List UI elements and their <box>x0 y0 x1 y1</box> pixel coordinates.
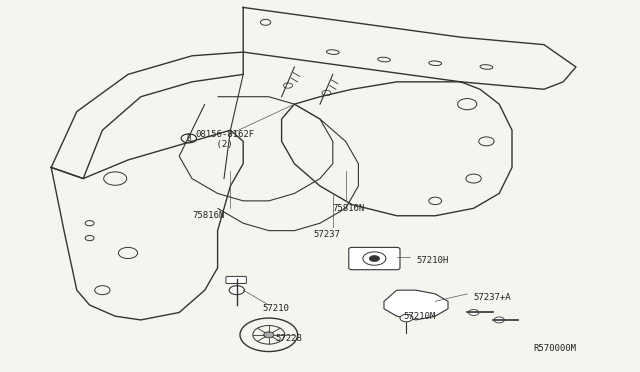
Text: B: B <box>186 134 191 143</box>
Circle shape <box>322 90 331 96</box>
Circle shape <box>229 286 244 295</box>
PathPatch shape <box>384 290 448 320</box>
Text: 57237: 57237 <box>314 230 340 239</box>
Text: 57237+A: 57237+A <box>474 293 511 302</box>
Circle shape <box>468 310 479 315</box>
Circle shape <box>494 317 504 323</box>
Text: 08156-8162F
    (2): 08156-8162F (2) <box>195 130 254 149</box>
Text: 75816N: 75816N <box>333 204 365 213</box>
Text: R570000M: R570000M <box>533 344 576 353</box>
FancyBboxPatch shape <box>349 247 400 270</box>
Text: 57210M: 57210M <box>403 312 435 321</box>
Text: 75816N: 75816N <box>192 211 224 220</box>
Circle shape <box>284 83 292 88</box>
Text: 57210H: 57210H <box>416 256 448 265</box>
FancyBboxPatch shape <box>226 276 246 283</box>
Circle shape <box>400 314 413 322</box>
Text: 57210: 57210 <box>262 304 289 313</box>
Circle shape <box>264 332 274 338</box>
Circle shape <box>369 256 380 262</box>
Text: 57228: 57228 <box>275 334 302 343</box>
